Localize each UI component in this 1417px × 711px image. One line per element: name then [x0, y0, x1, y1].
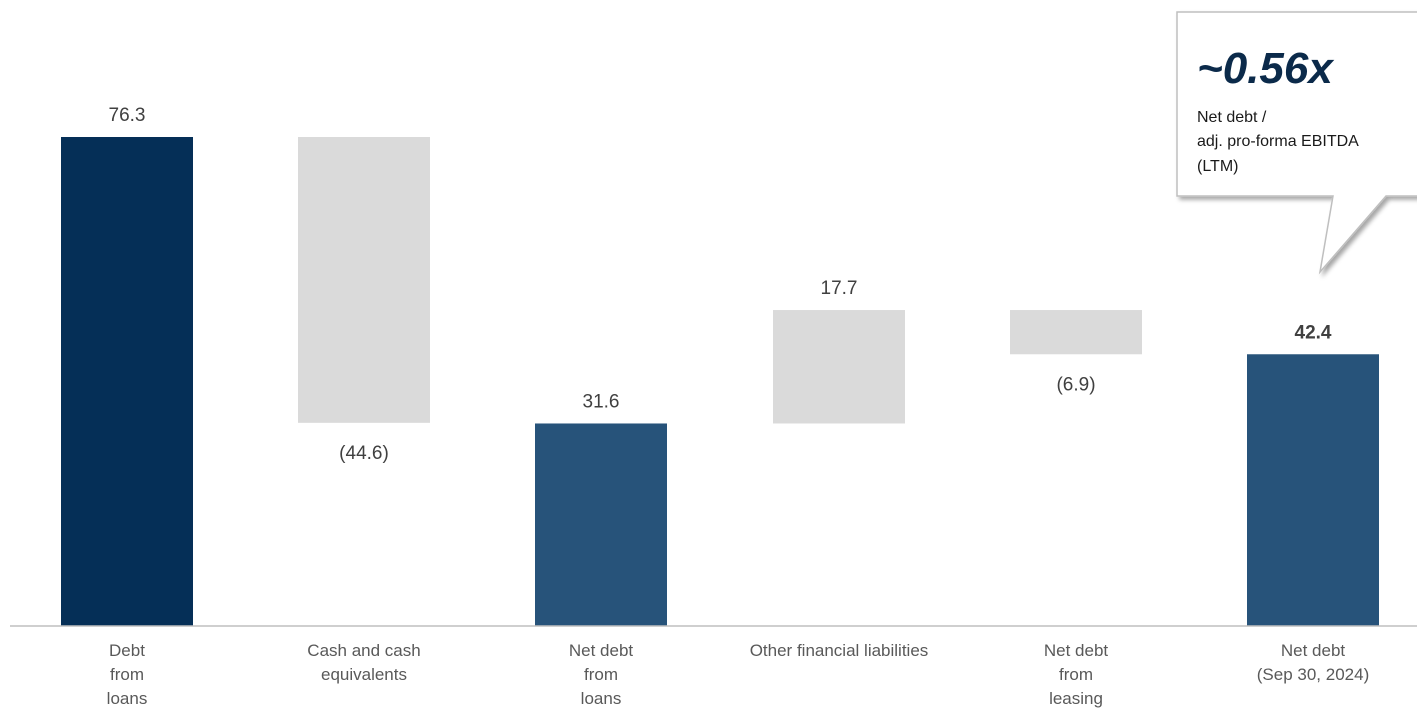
- category-label-net-debt-from-loans-line-2: from: [584, 665, 618, 684]
- bar-net-debt-from-loans: [535, 423, 667, 626]
- callout-line-2: adj. pro-forma EBITDA: [1197, 133, 1359, 150]
- value-label-debt-from-loans: 76.3: [109, 105, 146, 126]
- category-label-cash-and-cash-equivalents-line-2: equivalents: [321, 665, 407, 684]
- bar-net-debt-sep-30-2024: [1247, 354, 1379, 626]
- category-label-net-debt-sep-30-2024-line-1: Net debt: [1281, 641, 1346, 660]
- callout-line-1: Net debt /: [1197, 109, 1267, 126]
- bar-cash-and-cash-equivalents: [298, 137, 430, 423]
- bar-other-financial-liabilities: [773, 310, 905, 424]
- category-label-net-debt-from-leasing-line-3: leasing: [1049, 689, 1103, 708]
- callout-shape: [1176, 11, 1417, 275]
- category-label-net-debt-from-loans-line-3: loans: [581, 689, 622, 708]
- category-label-debt-from-loans-line-3: loans: [107, 689, 148, 708]
- value-label-other-financial-liabilities: 17.7: [821, 278, 858, 299]
- value-label-net-debt-sep-30-2024: 42.4: [1295, 322, 1332, 343]
- category-label-debt-from-loans-line-2: from: [110, 665, 144, 684]
- value-label-cash-and-cash-equivalents: (44.6): [339, 443, 389, 464]
- callout-value: ~0.56x: [1197, 44, 1334, 93]
- category-label-debt-from-loans-line-1: Debt: [109, 641, 145, 660]
- bar-net-debt-from-leasing: [1010, 310, 1142, 355]
- value-label-net-debt-from-loans: 31.6: [583, 391, 620, 412]
- category-label-other-financial-liabilities-line-1: Other financial liabilities: [750, 641, 929, 660]
- bar-debt-from-loans: [61, 137, 193, 626]
- value-labels-group: 76.3 (44.6) 31.6 17.7 (6.9) 42.4: [109, 105, 1332, 464]
- category-label-net-debt-from-loans-line-1: Net debt: [569, 641, 634, 660]
- category-label-net-debt-sep-30-2024-line-2: (Sep 30, 2024): [1257, 665, 1369, 684]
- category-labels-group: Debt from loans Cash and cash equivalents Net…: [107, 641, 1370, 708]
- category-label-net-debt-from-leasing-line-1: Net debt: [1044, 641, 1109, 660]
- bars-group: [61, 137, 1379, 626]
- callout-box: ~0.56x Net debt / adj. pro-forma EBITDA …: [1176, 11, 1417, 275]
- category-label-cash-and-cash-equivalents-line-1: Cash and cash: [307, 641, 420, 660]
- callout-line-3: (LTM): [1197, 158, 1238, 175]
- value-label-net-debt-from-leasing: (6.9): [1056, 374, 1095, 395]
- category-label-net-debt-from-leasing-line-2: from: [1059, 665, 1093, 684]
